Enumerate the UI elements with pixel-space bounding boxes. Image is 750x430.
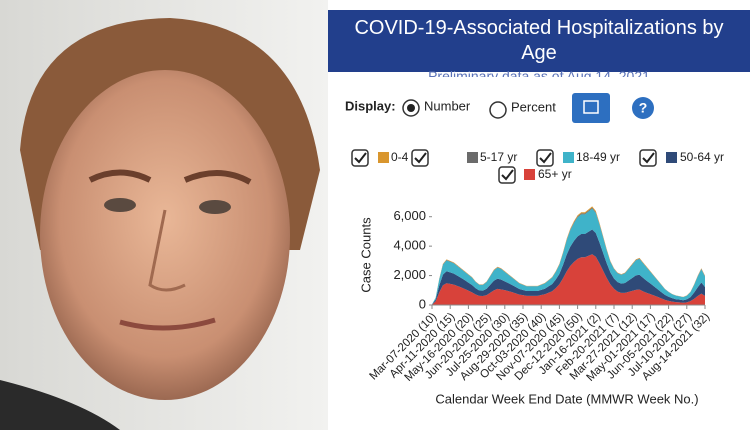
area bbox=[432, 254, 705, 305]
y-axis-label: Case Counts bbox=[358, 217, 373, 293]
chart-title: COVID-19-Associated Hospitalizations by … bbox=[354, 17, 724, 64]
x-axis-label: Calendar Week End Date (MMWR Week No.) bbox=[435, 391, 698, 406]
radio-label: Percent bbox=[511, 99, 556, 114]
subtitle-strip: Preliminary data as of Aug 14, 2021 bbox=[328, 66, 750, 77]
legend-swatch bbox=[666, 152, 677, 163]
brows bbox=[88, 169, 252, 185]
nose bbox=[148, 209, 186, 292]
image-button[interactable] bbox=[572, 93, 610, 123]
face bbox=[40, 70, 290, 400]
eye bbox=[199, 200, 231, 214]
y-tick-label: 4,000 bbox=[393, 238, 426, 253]
legend-swatch bbox=[563, 152, 574, 163]
y-tick-label: 0 bbox=[419, 296, 426, 311]
title-banner: COVID-19-Associated Hospitalizations by … bbox=[328, 10, 750, 72]
legend-checkbox[interactable] bbox=[351, 149, 369, 167]
radio-label: Number bbox=[424, 98, 471, 113]
area bbox=[432, 229, 705, 305]
legend-checkbox[interactable] bbox=[639, 149, 657, 167]
y-tick-label: 2,000 bbox=[393, 267, 426, 282]
legend-label: 5-17 yr bbox=[480, 150, 517, 164]
checkmark bbox=[414, 152, 427, 164]
chart-subtitle: Preliminary data as of Aug 14, 2021 bbox=[428, 68, 650, 77]
legend-checkbox[interactable] bbox=[411, 149, 429, 167]
checkmark bbox=[501, 169, 514, 181]
eye bbox=[104, 198, 136, 212]
radio-dot bbox=[407, 104, 415, 112]
legend-checkbox[interactable] bbox=[498, 166, 516, 184]
shirt bbox=[0, 380, 120, 430]
legend-swatch bbox=[378, 152, 389, 163]
help-button[interactable] bbox=[632, 97, 654, 119]
radio[interactable] bbox=[489, 101, 507, 119]
mouth bbox=[119, 317, 216, 331]
y-tick-label: 6,000 bbox=[393, 208, 426, 223]
image-icon bbox=[583, 100, 599, 114]
legend-swatch bbox=[467, 152, 478, 163]
legend-label: 65+ yr bbox=[538, 167, 572, 181]
legend-label: 50-64 yr bbox=[680, 150, 724, 164]
help-icon: ? bbox=[639, 100, 648, 116]
checkmark bbox=[354, 152, 367, 164]
legend-checkbox[interactable] bbox=[536, 149, 554, 167]
display-label: Display: bbox=[345, 98, 396, 113]
legend-label: 18-49 yr bbox=[576, 150, 620, 164]
checkmark bbox=[539, 152, 552, 164]
legend-swatch bbox=[524, 169, 535, 180]
checkmark bbox=[642, 152, 655, 164]
